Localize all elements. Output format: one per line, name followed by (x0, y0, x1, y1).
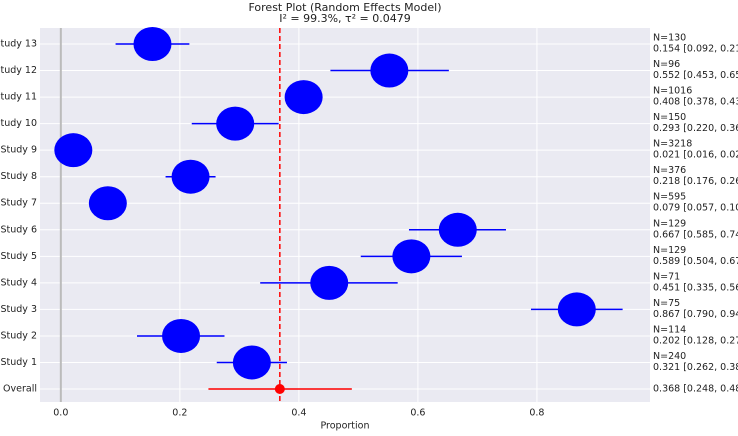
y-tick-label: Study 6 (1, 224, 38, 235)
y-tick-label: Study 8 (1, 171, 38, 182)
value-label: 0.552 [0.453, 0.652] (653, 70, 738, 81)
n-label: N=595 (653, 192, 686, 203)
estimate-marker (171, 159, 210, 194)
n-label: N=71 (653, 271, 680, 282)
estimate-marker (370, 53, 409, 88)
y-tick-label: Study 10 (0, 118, 37, 129)
n-label: N=240 (653, 351, 686, 362)
n-label: N=1016 (653, 86, 692, 97)
estimate-marker (162, 318, 201, 353)
x-tick-label: 0.2 (172, 408, 187, 419)
y-tick-label: Study 7 (1, 198, 38, 209)
estimate-marker (284, 80, 323, 115)
y-tick-label: Study 9 (1, 145, 38, 156)
chart-title: Forest Plot (Random Effects Model) (248, 1, 441, 14)
value-label: 0.408 [0.378, 0.439] (653, 97, 738, 108)
n-label: N=75 (653, 298, 680, 309)
n-label: N=96 (653, 59, 680, 70)
estimate-marker (54, 133, 93, 168)
n-label: N=129 (653, 218, 686, 229)
value-label: 0.589 [0.504, 0.674] (653, 256, 738, 267)
estimate-marker (392, 239, 431, 274)
n-label: N=376 (653, 165, 686, 176)
n-label: N=130 (653, 33, 686, 44)
estimate-marker (216, 106, 255, 141)
n-label: N=3218 (653, 139, 692, 150)
x-tick-label: 0.4 (291, 408, 306, 419)
y-tick-label: Study 12 (0, 65, 37, 76)
overall-marker (274, 384, 285, 395)
x-tick-label: 0.6 (410, 408, 425, 419)
estimate-marker (88, 186, 127, 221)
value-label: 0.451 [0.335, 0.566] (653, 282, 738, 293)
y-tick-label: Study 1 (1, 357, 38, 368)
estimate-marker (310, 265, 349, 300)
value-label: 0.667 [0.585, 0.748] (653, 229, 738, 240)
estimate-marker (438, 212, 477, 247)
estimate-marker (133, 27, 172, 61)
value-label: 0.218 [0.176, 0.260] (653, 176, 738, 187)
chart-subtitle: I² = 99.3%, τ² = 0.0479 (279, 12, 411, 25)
y-tick-label: Study 11 (0, 92, 37, 103)
y-tick-label: Study 5 (1, 251, 38, 262)
x-axis-label: Proportion (320, 421, 369, 432)
plot-area (40, 28, 650, 402)
n-label: N=129 (653, 245, 686, 256)
n-label: N=114 (653, 324, 686, 335)
y-tick-label: Overall (3, 384, 37, 395)
value-label: 0.321 [0.262, 0.380] (653, 362, 738, 373)
value-label: 0.867 [0.790, 0.944] (653, 309, 738, 320)
value-label: 0.202 [0.128, 0.275] (653, 335, 738, 346)
value-label: 0.154 [0.092, 0.216] (653, 44, 738, 55)
y-tick-label: Study 3 (1, 304, 38, 315)
x-tick-label: 0.8 (529, 408, 544, 419)
value-label: 0.079 [0.057, 0.101] (653, 203, 738, 214)
y-tick-label: Study 2 (1, 330, 38, 341)
x-tick-label: 0.0 (53, 408, 68, 419)
y-tick-label: Study 13 (0, 39, 37, 50)
n-label: N=150 (653, 112, 686, 123)
value-label: 0.021 [0.016, 0.026] (653, 150, 738, 161)
estimate-marker (557, 292, 596, 327)
estimate-marker (232, 345, 271, 380)
value-label: 0.293 [0.220, 0.366] (653, 123, 738, 134)
y-tick-label: Study 4 (1, 277, 38, 288)
overall-value-label: 0.368 [0.248, 0.489] (653, 384, 738, 395)
